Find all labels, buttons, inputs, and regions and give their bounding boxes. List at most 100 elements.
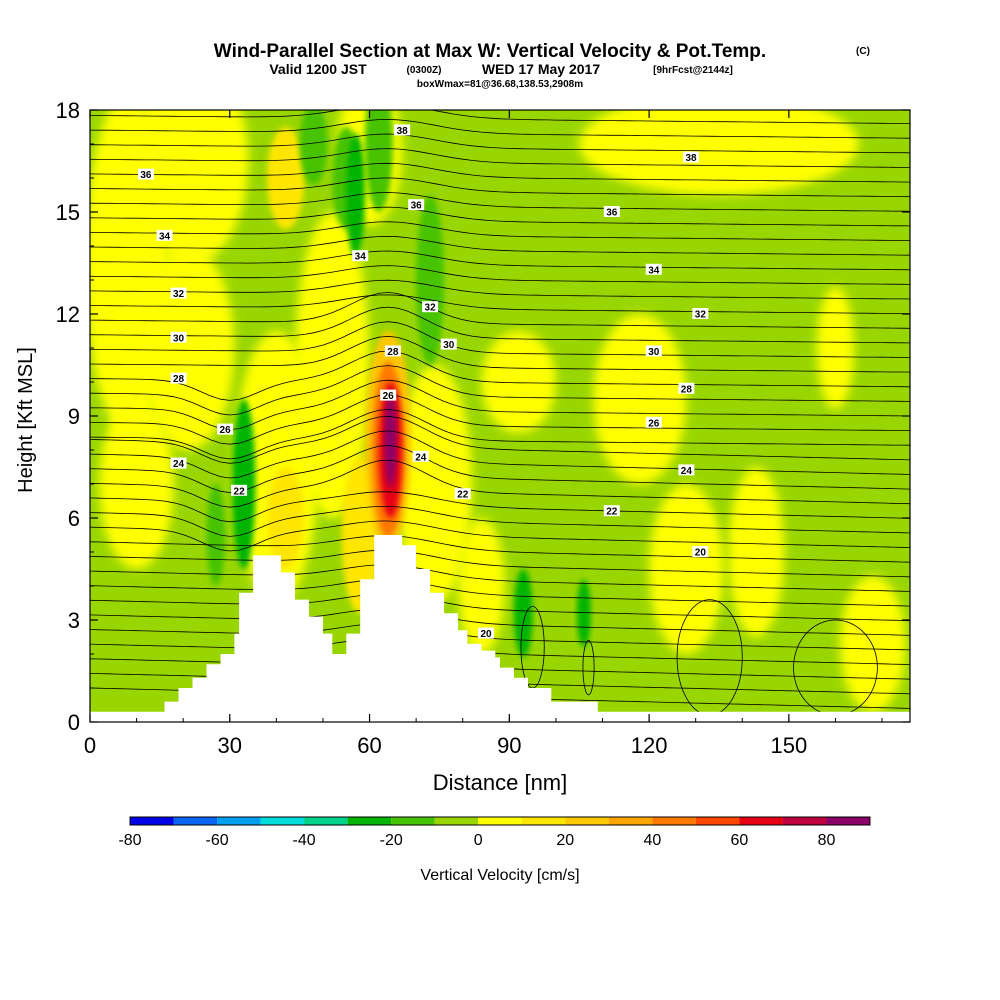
theta-label-text: 22 [234, 486, 246, 497]
colorbar-bin [478, 817, 522, 825]
theta-contour [90, 637, 910, 665]
theta-label-box [645, 263, 662, 275]
x-tick-label: 120 [631, 733, 668, 758]
theta-contour [90, 491, 910, 523]
theta-contour [90, 520, 910, 552]
theta-label-text: 32 [695, 310, 707, 321]
theta-label: 22 [603, 505, 620, 518]
colorbar-tick-label: 60 [731, 832, 749, 849]
theta-contour [90, 535, 910, 563]
colorbar-bin [173, 817, 218, 825]
colorbar-tick-label: -20 [380, 832, 403, 849]
theta-label-text: 34 [648, 265, 660, 276]
theta-label-text: 38 [685, 153, 697, 164]
theta-label-box [170, 331, 187, 343]
theta-label-text: 24 [415, 452, 427, 463]
theta-label-text: 32 [173, 289, 185, 300]
theta-label-box [408, 199, 425, 211]
theta-label-text: 30 [173, 333, 185, 344]
theta-label-box [440, 338, 457, 350]
theta-label: 28 [170, 372, 187, 385]
theta-label-box [352, 250, 369, 262]
colorbar-tick-label: 0 [474, 832, 483, 849]
theta-label: 24 [678, 464, 695, 477]
colorbar-bin [260, 817, 305, 825]
x-tick-label: 30 [218, 733, 242, 758]
theta-label-text: 28 [173, 374, 185, 385]
updraft-band [728, 467, 785, 637]
theta-label: 38 [683, 151, 700, 164]
colorbar-bin [304, 817, 348, 825]
theta-label-box [683, 151, 700, 163]
theta-contour [90, 265, 910, 285]
theta-contour [90, 90, 910, 109]
theta-label-box [384, 345, 401, 357]
theta-label-box [422, 301, 439, 313]
theta-label: 36 [603, 206, 620, 219]
theta-contour [90, 506, 910, 537]
theta-label: 36 [137, 168, 154, 181]
theta-contour [90, 206, 910, 227]
colorbar-tick-label: 40 [643, 832, 661, 849]
y-axis-label: Height [Kft MSL] [15, 347, 37, 493]
updraft-band [816, 286, 855, 410]
updraft-core [384, 392, 397, 488]
y-tick-label: 3 [68, 608, 80, 633]
theta-label-box [217, 423, 234, 435]
theta-label: 26 [380, 389, 397, 402]
theta-label-text: 22 [457, 490, 469, 501]
theta-label-box [231, 484, 248, 496]
vertical-velocity-field [90, 110, 910, 722]
theta-contour [90, 162, 910, 183]
theta-contour [90, 579, 910, 607]
theta-label-box [412, 450, 429, 462]
theta-label-box [678, 464, 695, 476]
subtitle-utc: (0300Z) [406, 65, 441, 76]
updraft-core [267, 467, 305, 569]
downdraft-core [364, 110, 393, 212]
theta-label-box [137, 168, 154, 180]
colorbar-bin [782, 817, 827, 825]
colorbar-bin [347, 817, 392, 825]
theta-label-text: 36 [606, 208, 618, 219]
theta-label: 28 [678, 382, 695, 395]
theta-label-box [170, 457, 187, 469]
downdraft-core [206, 484, 226, 586]
terrain [90, 535, 910, 722]
theta-contour [90, 279, 910, 300]
y-tick-label: 6 [68, 506, 80, 531]
theta-label-text: 20 [480, 629, 492, 640]
y-tick-label: 12 [56, 302, 80, 327]
theta-label-text: 24 [173, 459, 185, 470]
theta-label: 34 [645, 263, 662, 276]
theta-contour [90, 294, 910, 315]
contour-labels: 38 38 36 36 36 34 34 34 32 32 32 30 30 30 28 28 28 26 26 26… [137, 124, 709, 640]
theta-label: 26 [645, 416, 662, 429]
downdraft-core [232, 399, 256, 569]
theta-contour [90, 133, 910, 154]
theta-contour [90, 430, 910, 479]
y-tick-label: 15 [56, 200, 80, 225]
subtitle-valid: Valid 1200 JST [269, 61, 367, 77]
theta-contour [90, 235, 910, 256]
y-tick-label: 18 [56, 98, 80, 123]
theta-contour [90, 292, 910, 329]
downdraft-core [299, 110, 328, 185]
downdraft-core [576, 579, 591, 648]
theta-label: 20 [478, 627, 495, 640]
theta-label-text: 26 [383, 391, 395, 402]
theta-label-box [692, 546, 709, 557]
updraft-band [649, 484, 724, 654]
y-tick-label: 0 [68, 710, 80, 735]
theta-label: 28 [384, 345, 401, 358]
x-tick-label: 150 [771, 733, 808, 758]
theta-label-text: 22 [606, 507, 618, 518]
theta-label-text: 28 [387, 347, 399, 358]
theta-label-text: 36 [411, 201, 423, 212]
y-tick-label: 9 [68, 404, 80, 429]
x-tick-label: 90 [497, 733, 521, 758]
colorbar-bin [652, 817, 696, 825]
theta-label: 34 [156, 229, 173, 242]
updraft-band [141, 246, 235, 450]
